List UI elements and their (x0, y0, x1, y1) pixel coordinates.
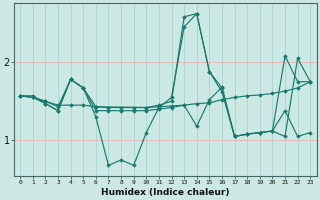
X-axis label: Humidex (Indice chaleur): Humidex (Indice chaleur) (101, 188, 229, 197)
